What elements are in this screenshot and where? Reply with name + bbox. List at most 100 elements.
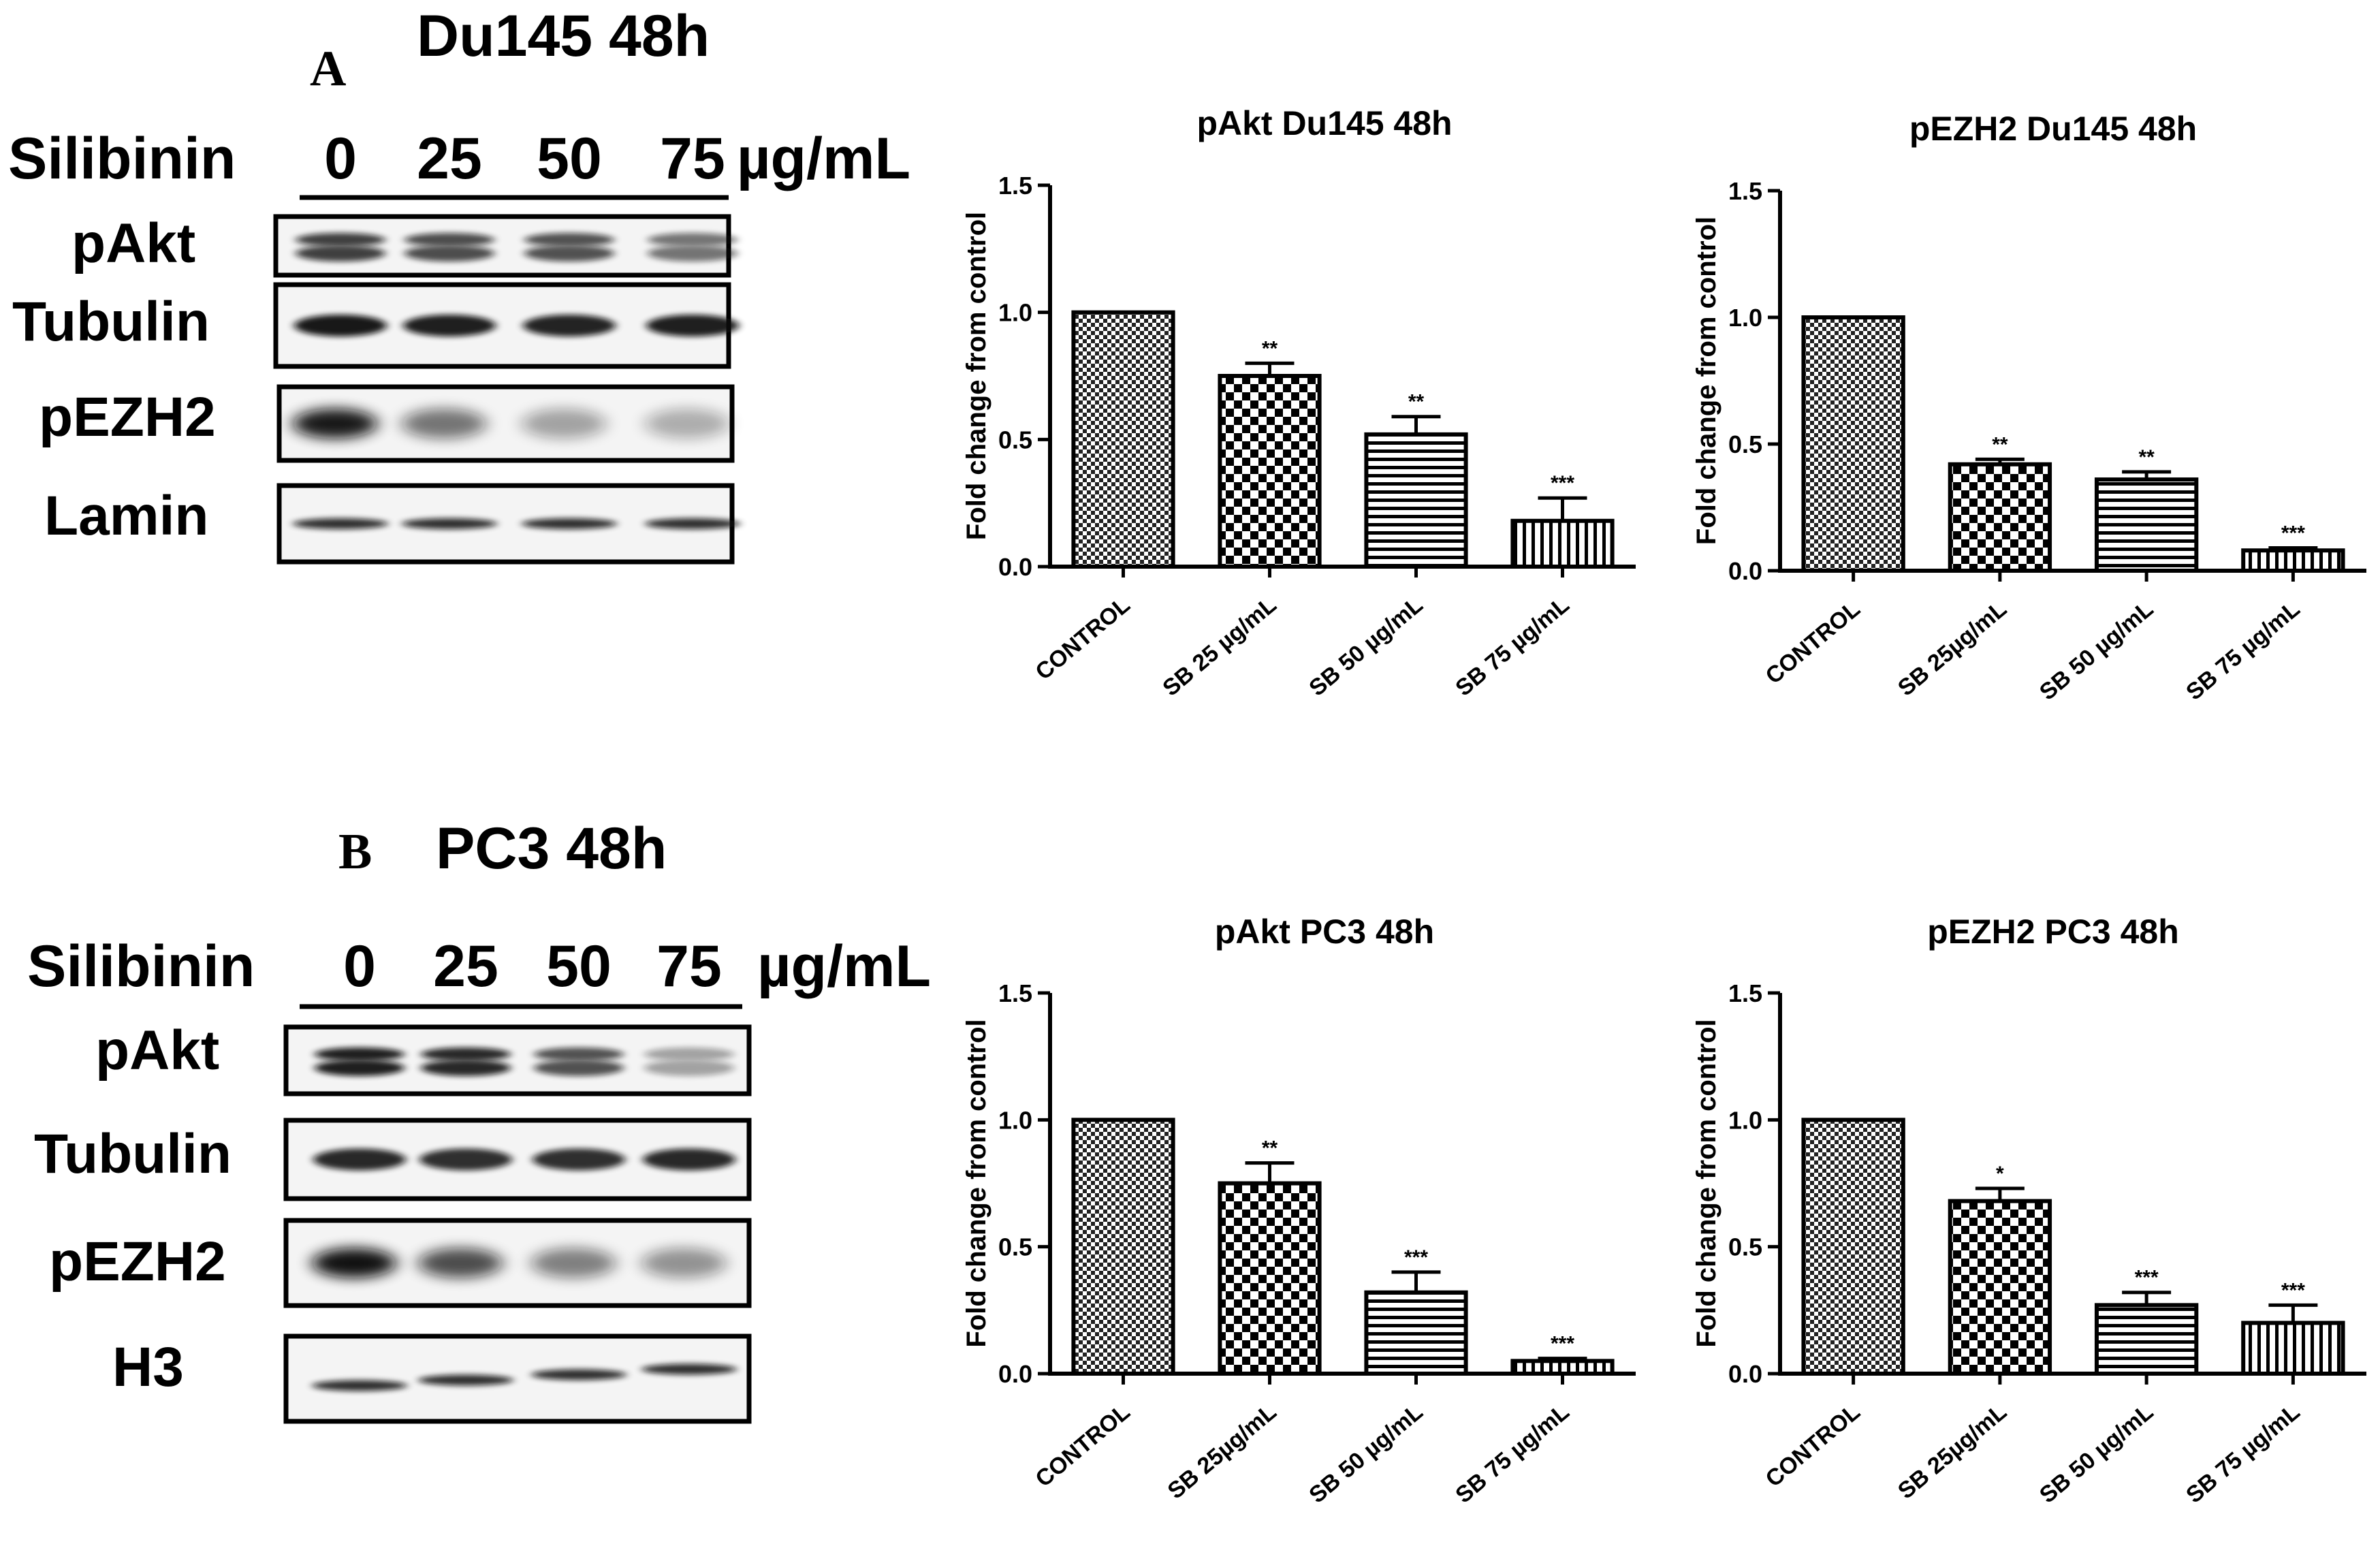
y-axis-label: Fold change from control [962,212,991,540]
chart-pezh2-du145: pEZH2 Du145 48h Fold change from control0… [1692,110,2366,706]
chart-pakt-du145: pAkt Du145 48h Fold change from control0.… [962,104,1636,701]
x-tick-label: SB 25µg/mL [1163,1399,1282,1504]
x-tick-label: SB 75 µg/mL [2181,596,2304,706]
blot-band [419,1148,512,1171]
blot-band [641,1248,726,1278]
blot-band [293,409,377,439]
y-tick-label: 1.5 [1728,979,1762,1007]
significance-label: *** [1551,472,1574,494]
x-tick-label: SB 25µg/mL [1893,596,2012,701]
significance-label: *** [1551,1333,1574,1355]
y-axis-label: Fold change from control [1692,1019,1721,1347]
blot-band [418,1248,503,1278]
blot-frame [283,1333,752,1424]
panel-letter-a: A [310,41,346,97]
x-tick-label: SB 50 µg/mL [2035,1399,2158,1508]
blot-frame [273,214,731,278]
y-axis-label: Fold change from control [1692,217,1721,545]
blot-band [296,233,385,262]
blot-tubulin-b [283,1118,752,1201]
dose-unit-b: µg/mL [757,934,931,999]
bar [1801,315,1905,573]
y-tick-label: 0.5 [1728,1233,1762,1261]
panel-letter-b: B [338,824,372,880]
blot-label-pakt-a: pAkt [72,212,195,274]
blot-band [312,1248,396,1278]
blot-band [421,1047,511,1076]
blot-pezh2-a [276,384,735,463]
bar [1801,1118,1905,1376]
significance-label: ** [2138,446,2155,469]
x-tick-label: CONTROL [1761,1399,1865,1492]
x-tick-label: SB 25µg/mL [1893,1399,2012,1504]
bar [1948,1199,2052,1376]
dose-75-a: 75 [660,126,725,191]
blot-band [645,518,740,529]
blot-band [402,409,486,439]
blot-band [643,1148,735,1171]
significance-label: *** [2281,1279,2305,1301]
blot-lamin-a [276,483,740,565]
blot-band [523,315,616,336]
blot-band [644,1047,734,1076]
blot-pakt-b [283,1024,752,1096]
bar [1364,1290,1468,1376]
blot-band [315,1047,404,1076]
blot-band [531,1369,626,1380]
bar [1218,1181,1322,1376]
blot-label-tubulin-b: Tubulin [34,1123,232,1185]
y-tick-label: 1.0 [998,299,1032,327]
y-tick-label: 0.0 [1728,1360,1762,1388]
y-axis-label: Fold change from control [962,1019,991,1347]
blot-band [524,233,614,262]
blot-band [418,1374,513,1386]
y-tick-label: 0.0 [1728,557,1762,585]
blot-band [403,315,496,336]
dose-0-a: 0 [324,126,357,191]
bar [2241,548,2345,573]
chart-title: pAkt PC3 48h [1215,913,1434,951]
dose-0-b: 0 [343,934,376,999]
bar [2241,1321,2345,1376]
blot-band [646,315,739,336]
blot-band [294,315,387,336]
significance-label: *** [1404,1246,1428,1269]
dose-25-a: 25 [417,126,482,191]
treatment-label-b: Silibinin [27,934,255,999]
blot-band [533,1148,625,1171]
blot-band [402,518,497,529]
blot-band [645,409,729,439]
blot-strips-b [283,1024,752,1424]
blot-band [534,1047,624,1076]
significance-label: ** [1262,337,1278,360]
bar [1948,462,2052,573]
dose-25-b: 25 [433,934,498,999]
significance-label: ** [1992,433,2008,456]
treatment-label-a: Silibinin [8,126,236,191]
chart-title: pAkt Du145 48h [1196,104,1452,142]
y-tick-label: 0.0 [998,553,1032,581]
chart-pezh2-pc3: pEZH2 PC3 48h Fold change from control0.0… [1692,913,2366,1508]
blot-band [313,1148,406,1171]
y-tick-label: 1.0 [1728,1106,1762,1134]
y-tick-label: 1.5 [998,172,1032,200]
blot-panel-b: B PC3 48h Silibinin 0 25 50 75 µg/mL pAk… [27,816,931,1424]
blot-band [293,518,388,529]
blot-label-pezh2-a: pEZH2 [39,386,216,448]
blot-h3-b [283,1333,752,1424]
significance-label: *** [2281,522,2305,545]
blot-tubulin-a [273,282,739,369]
significance-label: * [1996,1163,2004,1185]
x-tick-label: SB 25 µg/mL [1158,592,1281,701]
x-tick-label: SB 50 µg/mL [2035,596,2158,706]
bar [1510,1359,1615,1376]
blot-label-pakt-b: pAkt [95,1020,219,1081]
blot-band [522,518,617,529]
blot-label-tubulin-a: Tubulin [12,291,210,353]
x-tick-label: CONTROL [1030,1399,1135,1492]
blot-pakt-a [273,214,737,278]
y-tick-label: 1.0 [998,1106,1032,1134]
x-tick-label: SB 50 µg/mL [1304,592,1427,701]
